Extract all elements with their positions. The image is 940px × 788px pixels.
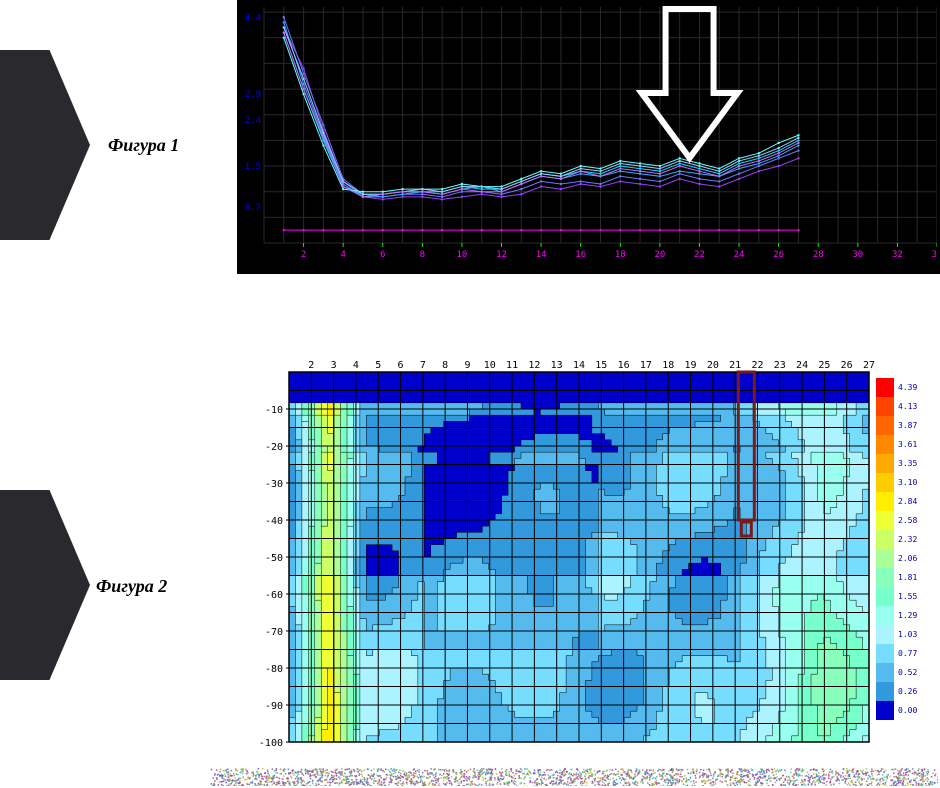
legend-row: 1.29 — [876, 606, 936, 625]
svg-text:1.5: 1.5 — [245, 162, 261, 172]
legend-row: 3.10 — [876, 473, 936, 492]
svg-text:12: 12 — [496, 250, 507, 260]
fig2-heatmap: 2345678910111213141516171819202122232425… — [235, 354, 938, 748]
svg-text:20: 20 — [654, 250, 665, 260]
legend-row: 3.35 — [876, 454, 936, 473]
svg-text:0.7: 0.7 — [245, 203, 261, 213]
svg-text:2: 2 — [301, 250, 306, 260]
legend-row: 4.39 — [876, 378, 936, 397]
legend-row: 3.87 — [876, 416, 936, 435]
svg-text:22: 22 — [694, 250, 705, 260]
legend-row: 2.06 — [876, 549, 936, 568]
legend-row: 3.61 — [876, 435, 936, 454]
legend-row: 0.26 — [876, 682, 936, 701]
legend-row: 0.77 — [876, 644, 936, 663]
svg-text:6: 6 — [380, 250, 385, 260]
svg-text:34: 34 — [932, 250, 937, 260]
legend-row: 1.03 — [876, 625, 936, 644]
svg-text:14: 14 — [536, 250, 547, 260]
svg-text:32: 32 — [892, 250, 903, 260]
fig1-line-chart: 2468101214161820222426283032340.71.52.42… — [237, 0, 940, 274]
legend-row: 2.84 — [876, 492, 936, 511]
fig1-svg: 2468101214161820222426283032340.71.52.42… — [240, 3, 937, 271]
fig2-label: Фигура 2 — [96, 576, 167, 597]
svg-text:4: 4 — [340, 250, 345, 260]
svg-text:30: 30 — [852, 250, 863, 260]
legend-row: 0.00 — [876, 701, 936, 720]
svg-text:28: 28 — [813, 250, 824, 260]
pointer-fig2 — [0, 490, 90, 680]
legend-row: 4.13 — [876, 397, 936, 416]
legend-row: 0.52 — [876, 663, 936, 682]
svg-text:8: 8 — [420, 250, 425, 260]
svg-text:16: 16 — [575, 250, 586, 260]
fig1-label: Фигура 1 — [108, 135, 179, 156]
legend-row: 1.55 — [876, 587, 936, 606]
legend-row: 1.81 — [876, 568, 936, 587]
svg-text:26: 26 — [773, 250, 784, 260]
svg-text:2.9: 2.9 — [245, 90, 261, 100]
svg-text:4.4: 4.4 — [245, 13, 261, 23]
fig2-svg: 2345678910111213141516171819202122232425… — [235, 354, 875, 748]
legend-row: 2.32 — [876, 530, 936, 549]
fig2-legend: 4.39 4.13 3.87 3.61 3.35 3.10 2.84 — [876, 378, 936, 738]
svg-text:10: 10 — [457, 250, 468, 260]
svg-text:2.4: 2.4 — [245, 116, 261, 126]
svg-text:18: 18 — [615, 250, 626, 260]
legend-row: 2.58 — [876, 511, 936, 530]
svg-text:24: 24 — [734, 250, 745, 260]
pointer-fig1 — [0, 50, 90, 240]
noise-strip — [210, 768, 938, 786]
